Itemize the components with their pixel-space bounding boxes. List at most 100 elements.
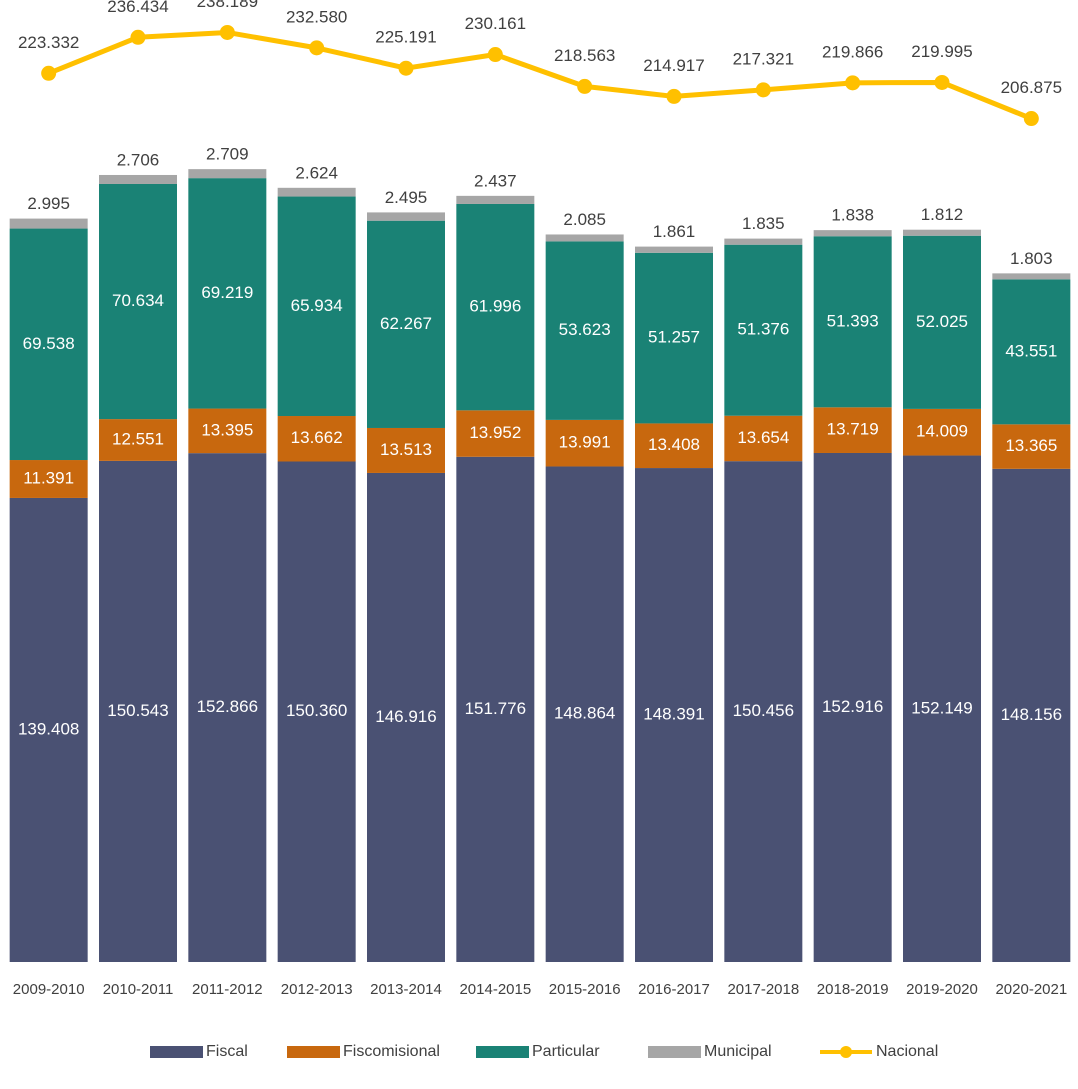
- x-tick-label: 2016-2017: [638, 981, 710, 998]
- legend-label: Fiscal: [206, 1043, 248, 1060]
- legend-swatch: [840, 1046, 852, 1058]
- bar-segment: [545, 241, 624, 420]
- data-label: 139.408: [18, 719, 79, 738]
- data-label: 1.812: [921, 205, 964, 224]
- data-label: 13.365: [1005, 436, 1057, 455]
- bar-segment: [992, 279, 1071, 425]
- data-label: 2.495: [385, 188, 428, 207]
- data-label: 206.875: [1001, 78, 1062, 97]
- bar-segment: [635, 252, 713, 424]
- legend-label: Particular: [532, 1043, 600, 1060]
- legend-swatch: [287, 1046, 340, 1058]
- bar-segment: [277, 187, 356, 197]
- bar-segment: [992, 273, 1071, 280]
- data-label: 2.085: [563, 210, 606, 229]
- data-label: 2.709: [206, 145, 249, 164]
- data-label: 70.634: [112, 291, 164, 310]
- data-label: 13.395: [201, 420, 253, 439]
- line-point: [219, 24, 235, 40]
- data-label: 148.156: [1001, 705, 1062, 724]
- data-label: 51.393: [827, 311, 879, 330]
- x-tick-label: 2015-2016: [549, 981, 621, 998]
- line-point: [130, 29, 146, 45]
- data-label: 13.719: [827, 420, 879, 439]
- line-point: [666, 88, 682, 104]
- bar-segment: [903, 408, 981, 456]
- data-label: 217.321: [733, 49, 794, 68]
- bar-segment: [635, 468, 713, 962]
- line-point: [845, 75, 861, 91]
- bar-segment: [277, 416, 356, 462]
- bar-segment: [456, 195, 535, 204]
- x-tick-label: 2019-2020: [906, 981, 978, 998]
- data-label: 2.624: [295, 163, 338, 182]
- bar-segment: [367, 220, 445, 428]
- data-label: 65.934: [291, 296, 343, 315]
- bar-segment: [188, 408, 267, 454]
- legend-swatch: [150, 1046, 203, 1058]
- bar-segment: [99, 419, 177, 461]
- data-label: 151.776: [465, 699, 526, 718]
- x-tick-label: 2020-2021: [995, 981, 1067, 998]
- data-label: 2.437: [474, 171, 517, 190]
- bar-segment: [456, 203, 535, 411]
- data-label: 148.864: [554, 704, 615, 723]
- x-tick-label: 2009-2010: [13, 981, 85, 998]
- data-label: 1.838: [831, 206, 874, 225]
- data-label: 232.580: [286, 7, 347, 26]
- bar-segment: [724, 415, 803, 462]
- legend-label: Municipal: [704, 1043, 772, 1060]
- bar-segment: [367, 427, 445, 473]
- data-label: 150.360: [286, 701, 347, 720]
- data-label: 61.996: [469, 297, 521, 316]
- bar-segment: [545, 234, 624, 242]
- line-point: [487, 47, 503, 63]
- x-tick-label: 2011-2012: [192, 981, 263, 998]
- data-label: 69.219: [201, 283, 253, 302]
- data-label: 236.434: [107, 0, 168, 16]
- bar-segment: [545, 466, 624, 962]
- bar-segment: [367, 212, 445, 221]
- data-label: 1.835: [742, 214, 785, 233]
- legend-label: Nacional: [876, 1043, 938, 1060]
- data-label: 148.391: [643, 705, 704, 724]
- x-tick-label: 2012-2013: [281, 981, 353, 998]
- data-label: 230.161: [465, 14, 526, 33]
- data-label: 152.866: [197, 697, 258, 716]
- data-label: 225.191: [375, 28, 436, 47]
- data-label: 152.916: [822, 697, 883, 716]
- line-point: [309, 40, 325, 56]
- data-label: 14.009: [916, 422, 968, 441]
- data-label: 219.866: [822, 42, 883, 61]
- bar-segment: [724, 238, 803, 245]
- data-label: 69.538: [23, 334, 75, 353]
- line-point: [398, 60, 414, 76]
- line: [47, 29, 1033, 121]
- data-label: 51.376: [737, 320, 789, 339]
- x-tick-label: 2013-2014: [370, 981, 442, 998]
- bar-segment: [903, 235, 981, 409]
- bar-segment: [813, 407, 892, 453]
- data-label: 2.706: [117, 150, 160, 169]
- bar-segment: [367, 472, 445, 962]
- line-point: [1023, 111, 1039, 127]
- data-label: 238.189: [197, 0, 258, 11]
- bar-segment: [813, 236, 892, 408]
- bar-segment: [9, 218, 88, 229]
- bar-segment: [635, 246, 713, 253]
- data-label: 62.267: [380, 314, 432, 333]
- bar-segment: [188, 169, 267, 179]
- bar-segment: [9, 460, 88, 498]
- bar-segment: [813, 230, 892, 237]
- data-label: 1.861: [653, 222, 696, 241]
- x-tick-label: 2014-2015: [459, 981, 531, 998]
- bar-segment: [724, 461, 803, 962]
- bar-segment: [9, 228, 88, 461]
- data-label: 152.149: [911, 698, 972, 717]
- data-label: 223.332: [18, 33, 79, 52]
- data-label: 214.917: [643, 56, 704, 75]
- data-label: 51.257: [648, 328, 700, 347]
- bar-segment: [99, 460, 177, 962]
- x-tick-label: 2010-2011: [103, 981, 174, 998]
- data-label: 43.551: [1005, 341, 1057, 360]
